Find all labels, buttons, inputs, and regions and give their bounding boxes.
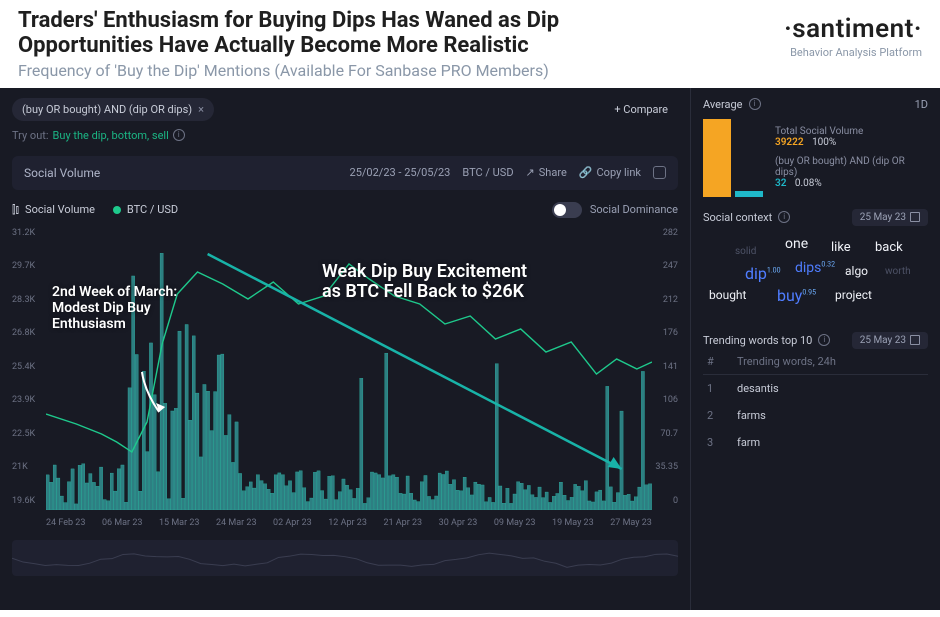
total-pct: 100% (812, 137, 836, 148)
panel-title: Social Volume (24, 166, 100, 180)
word-worth[interactable]: worth (885, 266, 911, 277)
calendar-icon (910, 335, 920, 345)
word-one[interactable]: one (785, 236, 808, 252)
bar-total (703, 119, 731, 197)
y-axis-left: 31.2K29.7K28.3K26.8K25.4K23.9K22.5K21K19… (12, 224, 46, 510)
social-context-title: Social context (703, 211, 772, 224)
query-value: 32 (775, 178, 786, 189)
legend-btc-usd[interactable]: BTC / USD (113, 203, 178, 216)
word-bought[interactable]: bought (709, 288, 746, 302)
dot-icon (113, 206, 121, 214)
close-icon[interactable]: × (198, 103, 204, 116)
side-column: Average i 1D Total Social Volume 39222 1… (690, 88, 940, 610)
chart-area[interactable]: 31.2K29.7K28.3K26.8K25.4K23.9K22.5K21K19… (12, 224, 678, 534)
calendar-icon (910, 212, 920, 222)
brand-block: ·santiment· Behavior Analysis Platform (784, 14, 922, 59)
toggle-switch[interactable] (552, 202, 582, 218)
social-context-panel: Social context i 25 May 23 solid one like b… (703, 209, 928, 320)
headline: Traders' Enthusiasm for Buying Dips Has … (18, 8, 678, 59)
brand-tag: Behavior Analysis Platform (784, 46, 922, 59)
y-axis-right: 28224721217614110670.735.350 (652, 224, 678, 510)
legend-social-volume[interactable]: ⫿⫾ Social Volume (12, 203, 95, 217)
trending-title: Trending words top 10 (703, 334, 812, 347)
brand-logo: ·santiment· (784, 14, 922, 44)
trending-panel: Trending words top 10 i 25 May 23 # Tren… (703, 332, 928, 456)
query-chip[interactable]: (buy OR bought) AND (dip OR dips) × (12, 98, 214, 121)
social-context-date[interactable]: 25 May 23 (852, 209, 928, 226)
total-label: Total Social Volume (775, 126, 928, 137)
date-range-button[interactable]: 25/02/23 - 25/05/23 (350, 166, 451, 179)
share-button[interactable]: ↗ Share (526, 166, 567, 179)
panel-bar: Social Volume 25/02/23 - 25/05/23 BTC / … (12, 156, 678, 190)
main-column: (buy OR bought) AND (dip OR dips) × + Co… (0, 88, 690, 610)
tryout-prefix: Try out: (12, 129, 49, 142)
bar-icon: ⫿⫾ (12, 203, 19, 217)
word-solid[interactable]: solid (735, 246, 756, 257)
query-text: (buy OR bought) AND (dip OR dips) (22, 103, 192, 116)
tryout-suggestions[interactable]: Buy the dip, bottom, sell (53, 129, 169, 142)
minimap[interactable] (12, 540, 678, 576)
word-project[interactable]: project (835, 288, 872, 302)
annotation-left: 2nd Week of March: Modest Dip Buy Enthus… (52, 284, 202, 332)
app-body: (buy OR bought) AND (dip OR dips) × + Co… (0, 88, 940, 610)
subhead: Frequency of 'Buy the Dip' Mentions (Ava… (18, 61, 678, 80)
info-icon[interactable]: i (818, 334, 830, 346)
info-icon[interactable]: i (778, 211, 790, 223)
legend-row: ⫿⫾ Social Volume BTC / USD Social Domina… (12, 202, 678, 218)
word-like[interactable]: like (831, 240, 851, 255)
query-label: (buy OR bought) AND (dip OR dips) (775, 156, 928, 178)
average-title: Average (703, 98, 743, 111)
word-back[interactable]: back (875, 240, 903, 255)
x-axis: 24 Feb 2306 Mar 2315 Mar 2324 Mar 2302 A… (46, 518, 652, 528)
annotation-right: Weak Dip Buy Excitement as BTC Fell Back… (322, 262, 532, 303)
gear-icon[interactable] (653, 166, 666, 179)
tryout-row: Try out: Buy the dip, bottom, sell i (12, 129, 678, 142)
info-icon[interactable]: i (749, 98, 761, 110)
bar-query (735, 191, 763, 197)
query-row: (buy OR bought) AND (dip OR dips) × + Co… (12, 98, 678, 121)
trending-date[interactable]: 25 May 23 (852, 332, 928, 349)
word-dips[interactable]: dips0.32 (795, 260, 835, 276)
compare-button[interactable]: + Compare (604, 98, 678, 121)
word-cloud[interactable]: solid one like back dip1.00 dips0.32 algo worth… (703, 230, 928, 320)
trending-row[interactable]: 2farms (703, 402, 928, 429)
social-dominance-toggle[interactable]: Social Dominance (552, 202, 678, 218)
word-dip[interactable]: dip1.00 (745, 264, 781, 283)
pair-button[interactable]: BTC / USD (462, 166, 513, 179)
total-value: 39222 (775, 137, 804, 148)
copylink-button[interactable]: 🔗 Copy link (579, 166, 641, 179)
header-left: Traders' Enthusiasm for Buying Dips Has … (18, 8, 678, 80)
average-bars (703, 117, 763, 197)
trending-row[interactable]: 3farm (703, 429, 928, 456)
info-icon[interactable]: i (173, 129, 185, 141)
average-panel: Average i 1D Total Social Volume 39222 1… (703, 98, 928, 197)
granularity-button[interactable]: 1D (915, 98, 928, 111)
word-buy[interactable]: buy0.95 (777, 286, 816, 305)
trending-row[interactable]: 1desantis (703, 375, 928, 402)
header-white: Traders' Enthusiasm for Buying Dips Has … (0, 0, 940, 88)
trending-table-head: # Trending words, 24h (703, 349, 928, 375)
query-pct: 0.08% (795, 178, 822, 189)
word-algo[interactable]: algo (845, 264, 868, 278)
